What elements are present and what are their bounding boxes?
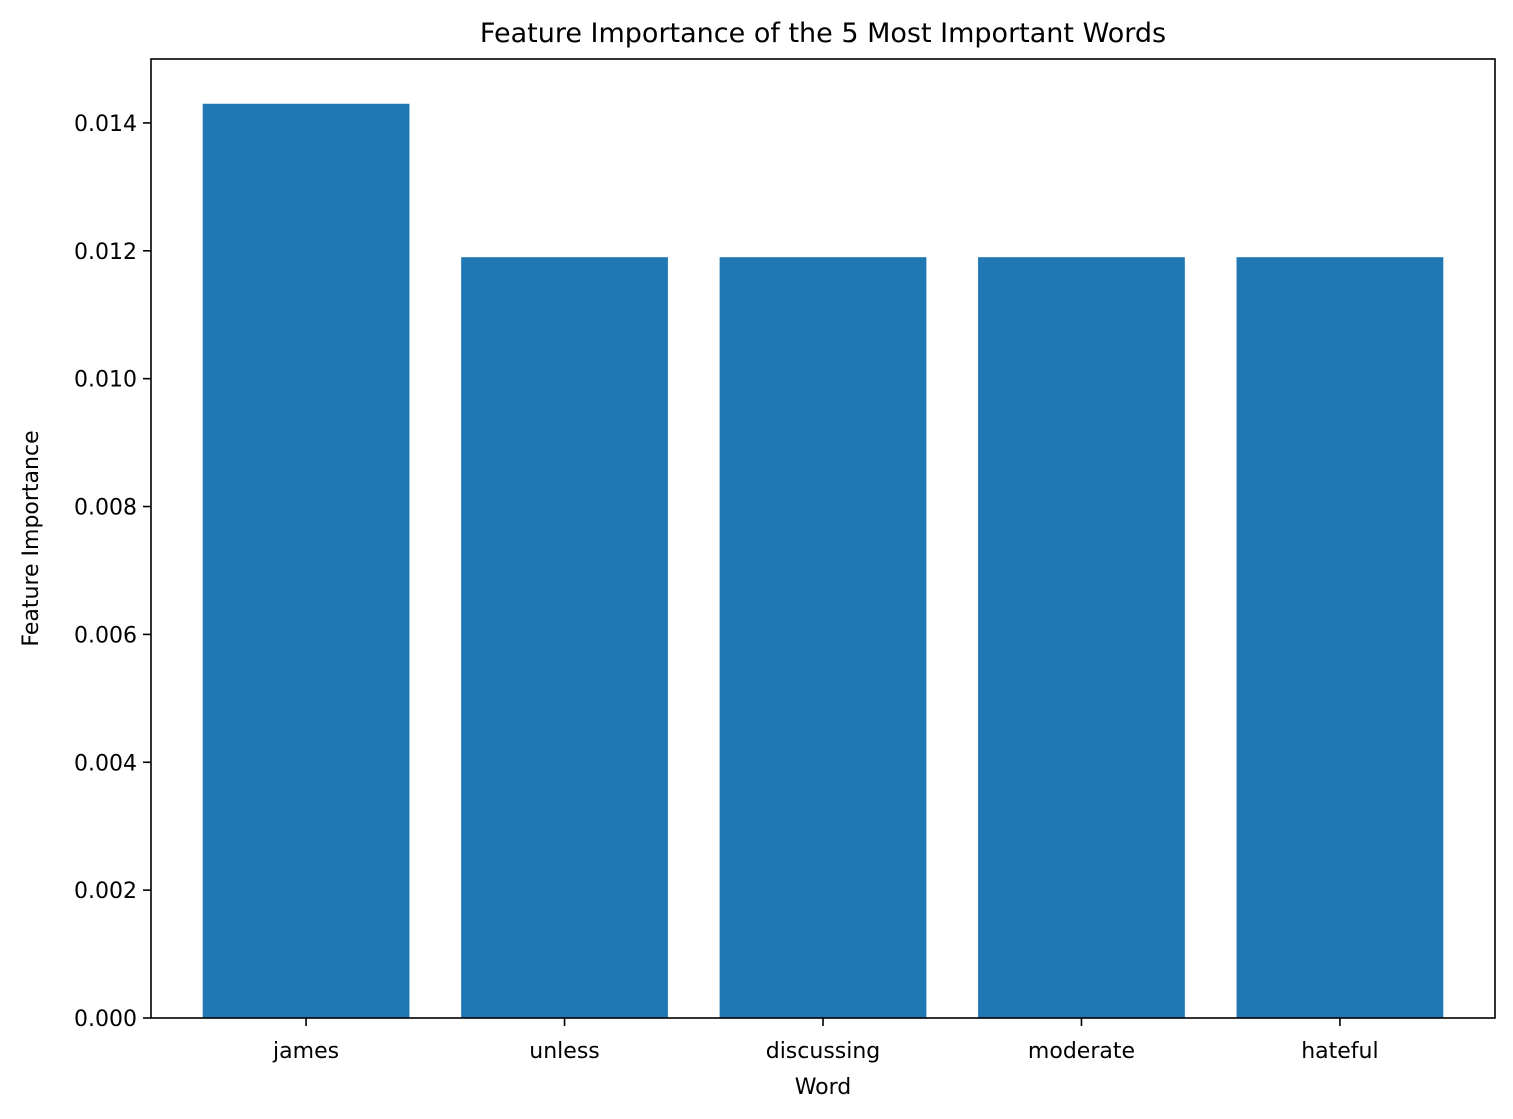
bar-discussing xyxy=(719,257,927,1018)
x-tick-label: hateful xyxy=(1301,1039,1378,1064)
bar-moderate xyxy=(978,257,1185,1018)
bars-group xyxy=(202,103,1444,1018)
x-tick-label: discussing xyxy=(766,1039,881,1064)
bar-unless xyxy=(461,257,668,1018)
y-tick-label: 0.014 xyxy=(74,112,137,137)
bar-james xyxy=(202,103,410,1018)
y-tick-label: 0.012 xyxy=(74,240,137,265)
bar-hateful xyxy=(1236,257,1444,1018)
plot-frame xyxy=(150,58,1496,1019)
x-axis-ticks: james unless discussing moderate hateful xyxy=(272,1018,1379,1064)
y-tick-label: 0.008 xyxy=(74,496,137,521)
y-tick-label: 0.010 xyxy=(74,368,137,393)
x-axis-label: Word xyxy=(795,1075,852,1100)
y-tick-label: 0.002 xyxy=(74,879,137,904)
y-tick-label: 0.000 xyxy=(74,1007,137,1032)
y-axis-ticks: 0.000 0.002 0.004 0.006 0.008 0.010 0.012 0.014 xyxy=(74,112,151,1032)
x-tick-label: james xyxy=(272,1039,339,1064)
y-tick-label: 0.004 xyxy=(74,751,137,776)
chart-title: Feature Importance of the 5 Most Importa… xyxy=(480,18,1166,49)
y-axis-label: Feature Importance xyxy=(19,430,44,646)
x-tick-label: moderate xyxy=(1028,1039,1135,1064)
x-tick-label: unless xyxy=(529,1039,599,1064)
y-tick-label: 0.006 xyxy=(74,623,137,648)
